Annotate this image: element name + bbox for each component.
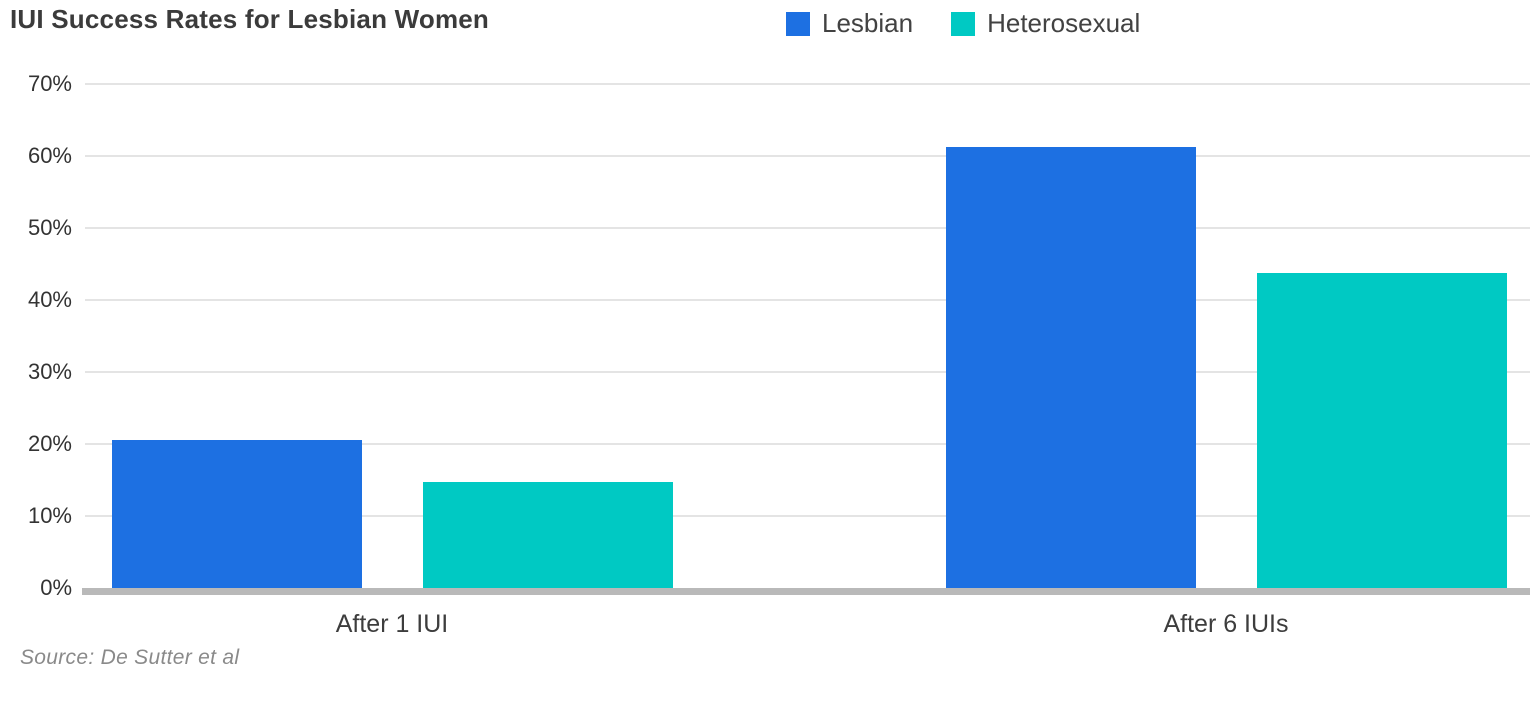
bar-lesbian-2 [945,147,1196,588]
gridline-50 [85,227,1530,229]
bar-lesbian-1 [111,439,362,588]
gridline-10 [85,515,1530,517]
gridline-30 [85,371,1530,373]
y-tick-label: 20% [27,431,72,456]
gridline-60 [85,155,1530,157]
y-tick-label: 0% [40,575,72,600]
gridline-70 [85,83,1530,85]
chart-legend: Lesbian Heterosexual [786,8,1140,39]
x-axis-line [82,588,1530,595]
gridline-40 [85,299,1530,301]
legend-label: Lesbian [822,8,914,38]
x-axis-label-2: After 6 IUIs [1163,610,1289,638]
y-tick-label: 60% [27,143,72,168]
y-tick-label: 10% [27,503,72,528]
chart-title: IUI Success Rates for Lesbian Women [10,4,489,34]
y-tick-label: 30% [27,359,72,384]
x-axis-label-1: After 1 IUI [335,610,449,638]
y-tick-label: 70% [27,71,72,96]
y-tick-label: 50% [27,215,72,240]
bar-heterosexual-1 [422,482,673,588]
legend-item-heterosexual: Heterosexual [951,8,1140,39]
y-tick-label: 40% [27,287,72,312]
legend-label: Heterosexual [987,8,1141,38]
gridline-20 [85,443,1530,445]
legend-swatch-icon [951,11,976,36]
legend-item-lesbian: Lesbian [786,8,913,39]
source-note: Source: De Sutter et al [20,646,240,669]
bar-heterosexual-2 [1256,272,1507,588]
plot-area [0,84,1536,588]
legend-swatch-icon [786,11,810,36]
